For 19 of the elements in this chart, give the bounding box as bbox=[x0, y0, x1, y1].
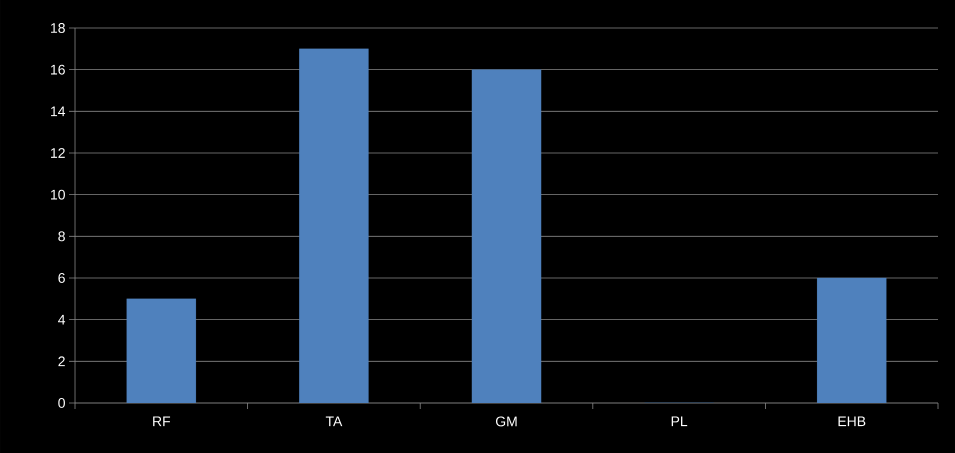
x-tick-label: GM bbox=[496, 416, 517, 426]
y-tick-label: 14 bbox=[51, 106, 66, 116]
y-tick-label: 0 bbox=[58, 398, 65, 408]
x-tick-label: RF bbox=[153, 416, 170, 426]
y-tick-label: 2 bbox=[58, 356, 65, 366]
y-tick-label: 4 bbox=[58, 314, 66, 324]
bar bbox=[816, 278, 886, 403]
y-tick-label: 12 bbox=[51, 148, 65, 158]
y-tick-label: 18 bbox=[51, 23, 65, 33]
x-tick-label: TA bbox=[326, 416, 342, 426]
x-tick-label: PL bbox=[672, 416, 688, 426]
y-tick-label: 6 bbox=[58, 273, 65, 283]
bar bbox=[126, 298, 196, 403]
y-tick-label: 8 bbox=[58, 231, 65, 242]
x-tick-label: EHB bbox=[838, 416, 866, 426]
y-tick-label: 16 bbox=[51, 64, 65, 75]
bar bbox=[299, 48, 369, 403]
y-tick-label: 10 bbox=[51, 190, 65, 200]
bar bbox=[472, 69, 542, 403]
